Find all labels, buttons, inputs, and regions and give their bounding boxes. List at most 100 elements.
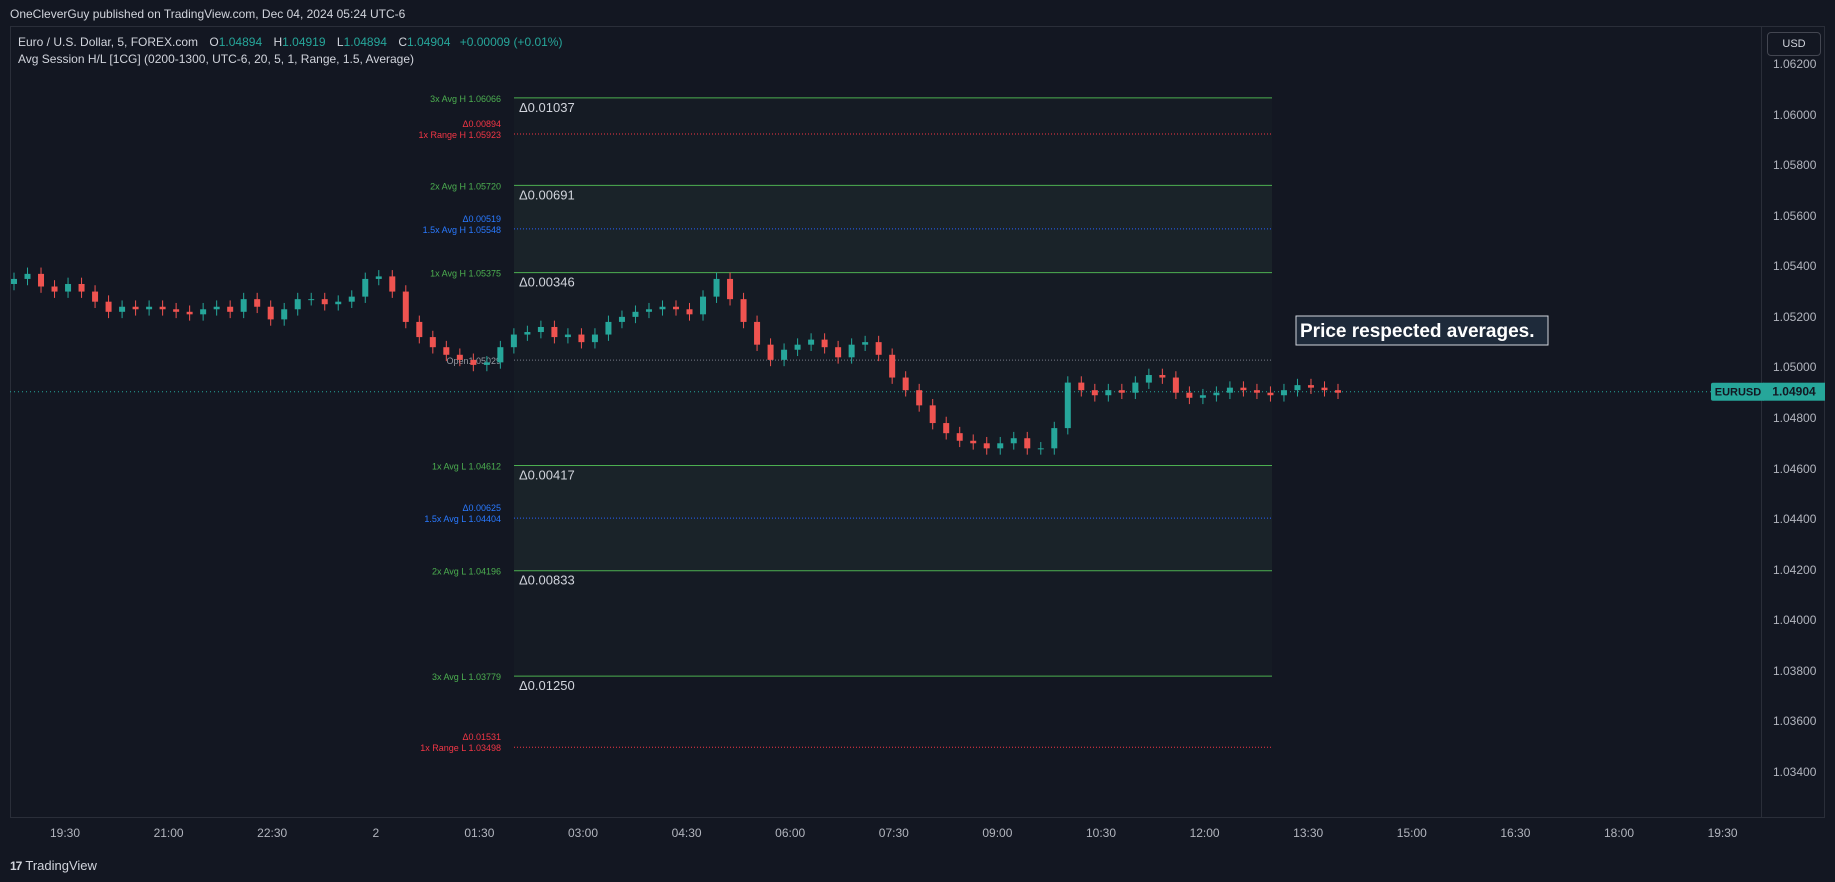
candle-body xyxy=(754,321,761,345)
level-delta-1-5x-avg-h: Δ0.00519 xyxy=(462,214,501,224)
time-tick: 19:30 xyxy=(1707,826,1738,840)
indicator-legend[interactable]: Avg Session H/L [1CG] (0200-1300, UTC-6,… xyxy=(18,52,414,66)
currency-button[interactable]: USD xyxy=(1767,32,1821,56)
symbol-name: Euro / U.S. Dollar, 5, FOREX.com xyxy=(18,35,199,49)
candle-body xyxy=(1213,392,1220,396)
level-delta-3x-avg-h: Δ0.01037 xyxy=(519,100,575,115)
candle-body xyxy=(632,311,639,317)
candle-body xyxy=(1024,438,1031,449)
candle-body xyxy=(159,306,166,310)
candle-body xyxy=(321,299,328,305)
time-tick: 13:30 xyxy=(1293,826,1324,840)
candle-body xyxy=(727,278,734,300)
candle-body xyxy=(605,321,612,335)
candle-body xyxy=(1253,390,1260,393)
candle-body xyxy=(956,433,963,441)
candle-body xyxy=(1267,392,1274,396)
candle-body xyxy=(713,278,720,297)
time-tick: 18:00 xyxy=(1603,826,1635,840)
chart-pane[interactable] xyxy=(10,26,1762,818)
level-delta-1x-range-h: Δ0.00894 xyxy=(462,119,501,129)
candle-body xyxy=(402,291,409,322)
time-tick: 12:00 xyxy=(1189,826,1220,840)
level-delta-2x-avg-h: Δ0.00691 xyxy=(519,187,575,202)
candle-body xyxy=(240,299,247,312)
level-label-3x-avg-l: 3x Avg L 1.03779 xyxy=(432,672,501,682)
price-tick: 1.05600 xyxy=(1773,208,1817,223)
candle-body xyxy=(618,316,625,322)
candle-body xyxy=(767,344,774,360)
candle-body xyxy=(1307,385,1314,388)
candle-body xyxy=(456,354,463,360)
candle-body xyxy=(929,405,936,424)
symbol-legend-row: Euro / U.S. Dollar, 5, FOREX.com O1.0489… xyxy=(18,34,562,51)
candle-body xyxy=(78,283,85,292)
candle-body xyxy=(578,334,585,343)
level-delta-1x-avg-l: Δ0.00417 xyxy=(519,468,575,483)
time-tick: 21:00 xyxy=(153,826,184,840)
price-axis[interactable] xyxy=(1762,26,1825,818)
candle-body xyxy=(294,299,301,310)
candle-body xyxy=(591,334,598,343)
level-label-1x-range-h: 1x Range H 1.05923 xyxy=(418,130,501,140)
candle-body xyxy=(1294,385,1301,391)
symbol-badge-text: EURUSD xyxy=(1715,387,1762,399)
candle-body xyxy=(308,299,315,301)
price-tick: 1.04600 xyxy=(1773,461,1817,476)
candle-body xyxy=(645,309,652,312)
level-label-1x-avg-l: 1x Avg L 1.04612 xyxy=(432,462,501,472)
time-tick: 01:30 xyxy=(464,826,495,840)
candle-body xyxy=(902,377,909,391)
candle-body xyxy=(497,347,504,363)
candle-body xyxy=(267,306,274,320)
tradingview-logo[interactable]: 17 TradingView xyxy=(10,858,97,873)
price-tick: 1.06200 xyxy=(1773,57,1817,71)
candle-body xyxy=(254,299,261,307)
candle-body xyxy=(686,309,693,315)
candle-body xyxy=(700,296,707,315)
candle-body xyxy=(875,342,882,355)
price-tick: 1.06000 xyxy=(1773,107,1817,122)
time-tick: 16:30 xyxy=(1500,826,1531,840)
ohlc-open: 1.04894 xyxy=(218,35,263,49)
level-label-1x-avg-h: 1x Avg H 1.05375 xyxy=(430,269,501,279)
level-label-1x-range-l: 1x Range L 1.03498 xyxy=(420,743,501,753)
price-tick: 1.04000 xyxy=(1773,613,1817,628)
price-tick: 1.03400 xyxy=(1773,765,1817,779)
candle-body xyxy=(1118,390,1125,393)
time-tick: 22:30 xyxy=(257,826,288,840)
candle-body xyxy=(1199,395,1206,398)
candle-body xyxy=(1051,428,1058,449)
candle-body xyxy=(483,362,490,365)
price-tick: 1.03600 xyxy=(1773,714,1817,729)
ohlc-low-label: L xyxy=(336,35,344,49)
level-delta-1x-range-l: Δ0.01531 xyxy=(462,732,501,742)
time-tick: 2 xyxy=(372,826,380,840)
candle-body xyxy=(470,359,477,365)
time-tick: 15:00 xyxy=(1396,826,1427,840)
candle-body xyxy=(1064,382,1071,429)
candle-body xyxy=(389,276,396,292)
time-tick: 07:30 xyxy=(878,826,909,840)
candle-body xyxy=(429,337,436,348)
annotation-text: Price respected averages. xyxy=(1300,321,1535,342)
time-tick: 19:30 xyxy=(49,826,81,840)
price-tick: 1.05200 xyxy=(1773,309,1817,324)
candle-body xyxy=(943,423,950,434)
price-tick: 1.04400 xyxy=(1773,512,1817,527)
candle-body xyxy=(740,299,747,322)
last-price-badge xyxy=(1763,382,1825,401)
candle-body xyxy=(1172,377,1179,393)
candle-body xyxy=(862,342,869,345)
candle-body xyxy=(24,273,31,279)
candle-body xyxy=(1240,387,1247,391)
ohlc-high-label: H xyxy=(273,35,283,49)
candle-body xyxy=(794,344,801,350)
candle-body xyxy=(92,291,99,302)
ohlc-open-label: O xyxy=(209,35,219,49)
candle-body xyxy=(1145,375,1152,383)
footer xyxy=(0,855,1835,882)
price-tick: 1.04800 xyxy=(1773,411,1817,425)
ohlc-high: 1.04919 xyxy=(282,35,326,49)
candle-body xyxy=(186,311,193,315)
